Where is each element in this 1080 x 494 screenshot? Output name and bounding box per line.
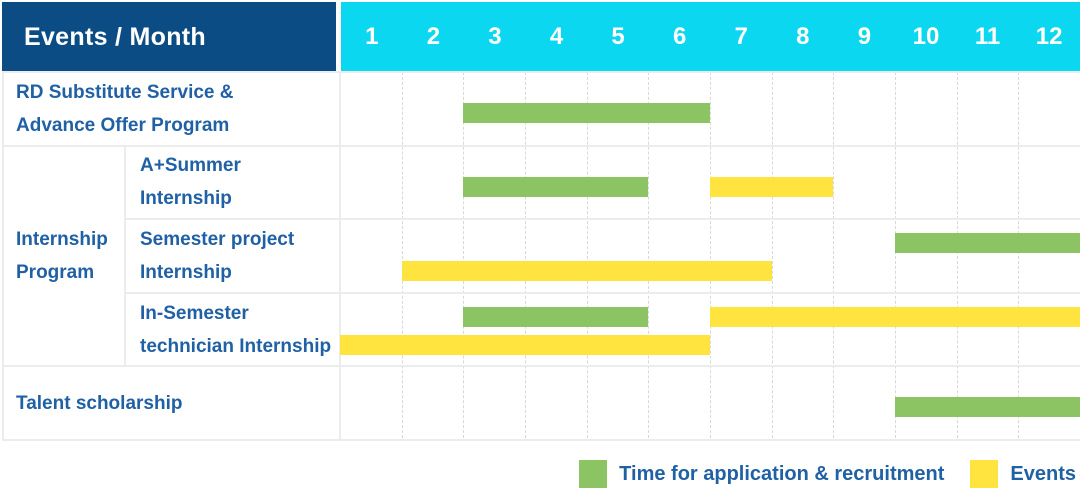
month-label-8: 8 [796, 23, 810, 50]
row-label: In-Semester technician Internship [140, 302, 332, 357]
row-label: Semester project Internship [140, 228, 295, 283]
bar-event [401, 261, 772, 282]
bar-event [710, 306, 1080, 327]
row-divider [124, 291, 1080, 294]
legend: Time for application & recruitment Event… [579, 458, 1076, 490]
month-gridline [956, 72, 958, 438]
legend-label-application: Time for application & recruitment [619, 462, 945, 485]
bar-application [463, 176, 649, 197]
month-label-10: 10 [912, 23, 940, 50]
legend-swatch-events [970, 460, 999, 488]
month-gridline [586, 72, 588, 438]
month-label-6: 6 [673, 23, 687, 50]
month-header-band: 1 2 3 4 5 6 7 8 9 10 11 12 [341, 2, 1080, 72]
bar-event [340, 334, 710, 355]
row-divider [2, 439, 1080, 441]
month-gridline [895, 72, 896, 438]
bar-application [895, 397, 1080, 418]
table-header-label: Events / Month [24, 22, 206, 51]
month-label-3: 3 [488, 23, 502, 50]
month-gridline [1018, 72, 1020, 438]
month-label-2: 2 [426, 23, 441, 50]
month-gridline [771, 72, 773, 438]
row-label: RD Substitute Service & Advance Offer Pr… [16, 81, 234, 136]
group-column-divider [124, 145, 126, 367]
month-label-7: 7 [734, 23, 748, 50]
row-divider [2, 144, 1080, 147]
legend-swatch-application [579, 460, 608, 488]
month-label-11: 11 [974, 23, 1001, 50]
row-label: A+Summer Internship [140, 155, 241, 210]
month-gridline [648, 72, 650, 438]
month-label-4: 4 [549, 23, 564, 50]
bar-application [895, 233, 1080, 254]
row-divider [2, 365, 1080, 368]
month-label-9: 9 [857, 23, 872, 50]
month-gridline [833, 72, 835, 438]
group-label: Internship Program [16, 228, 108, 283]
row-divider [124, 218, 1080, 221]
table-header: Events / Month [2, 2, 336, 72]
month-label-5: 5 [611, 23, 625, 50]
bar-application [463, 103, 710, 123]
row-label: Talent scholarship [16, 392, 183, 414]
month-label-12: 12 [1035, 23, 1063, 50]
month-gridline [401, 72, 403, 438]
table-left-border [2, 72, 4, 440]
month-gridline [463, 72, 465, 438]
bar-application [463, 306, 649, 327]
row-divider [2, 71, 1080, 73]
month-gridline [525, 72, 526, 438]
grid-left-border [339, 72, 341, 440]
month-gridline [710, 72, 711, 438]
bar-event [710, 176, 834, 197]
legend-label-events: Events [1010, 462, 1076, 485]
month-label-1: 1 [365, 23, 379, 50]
